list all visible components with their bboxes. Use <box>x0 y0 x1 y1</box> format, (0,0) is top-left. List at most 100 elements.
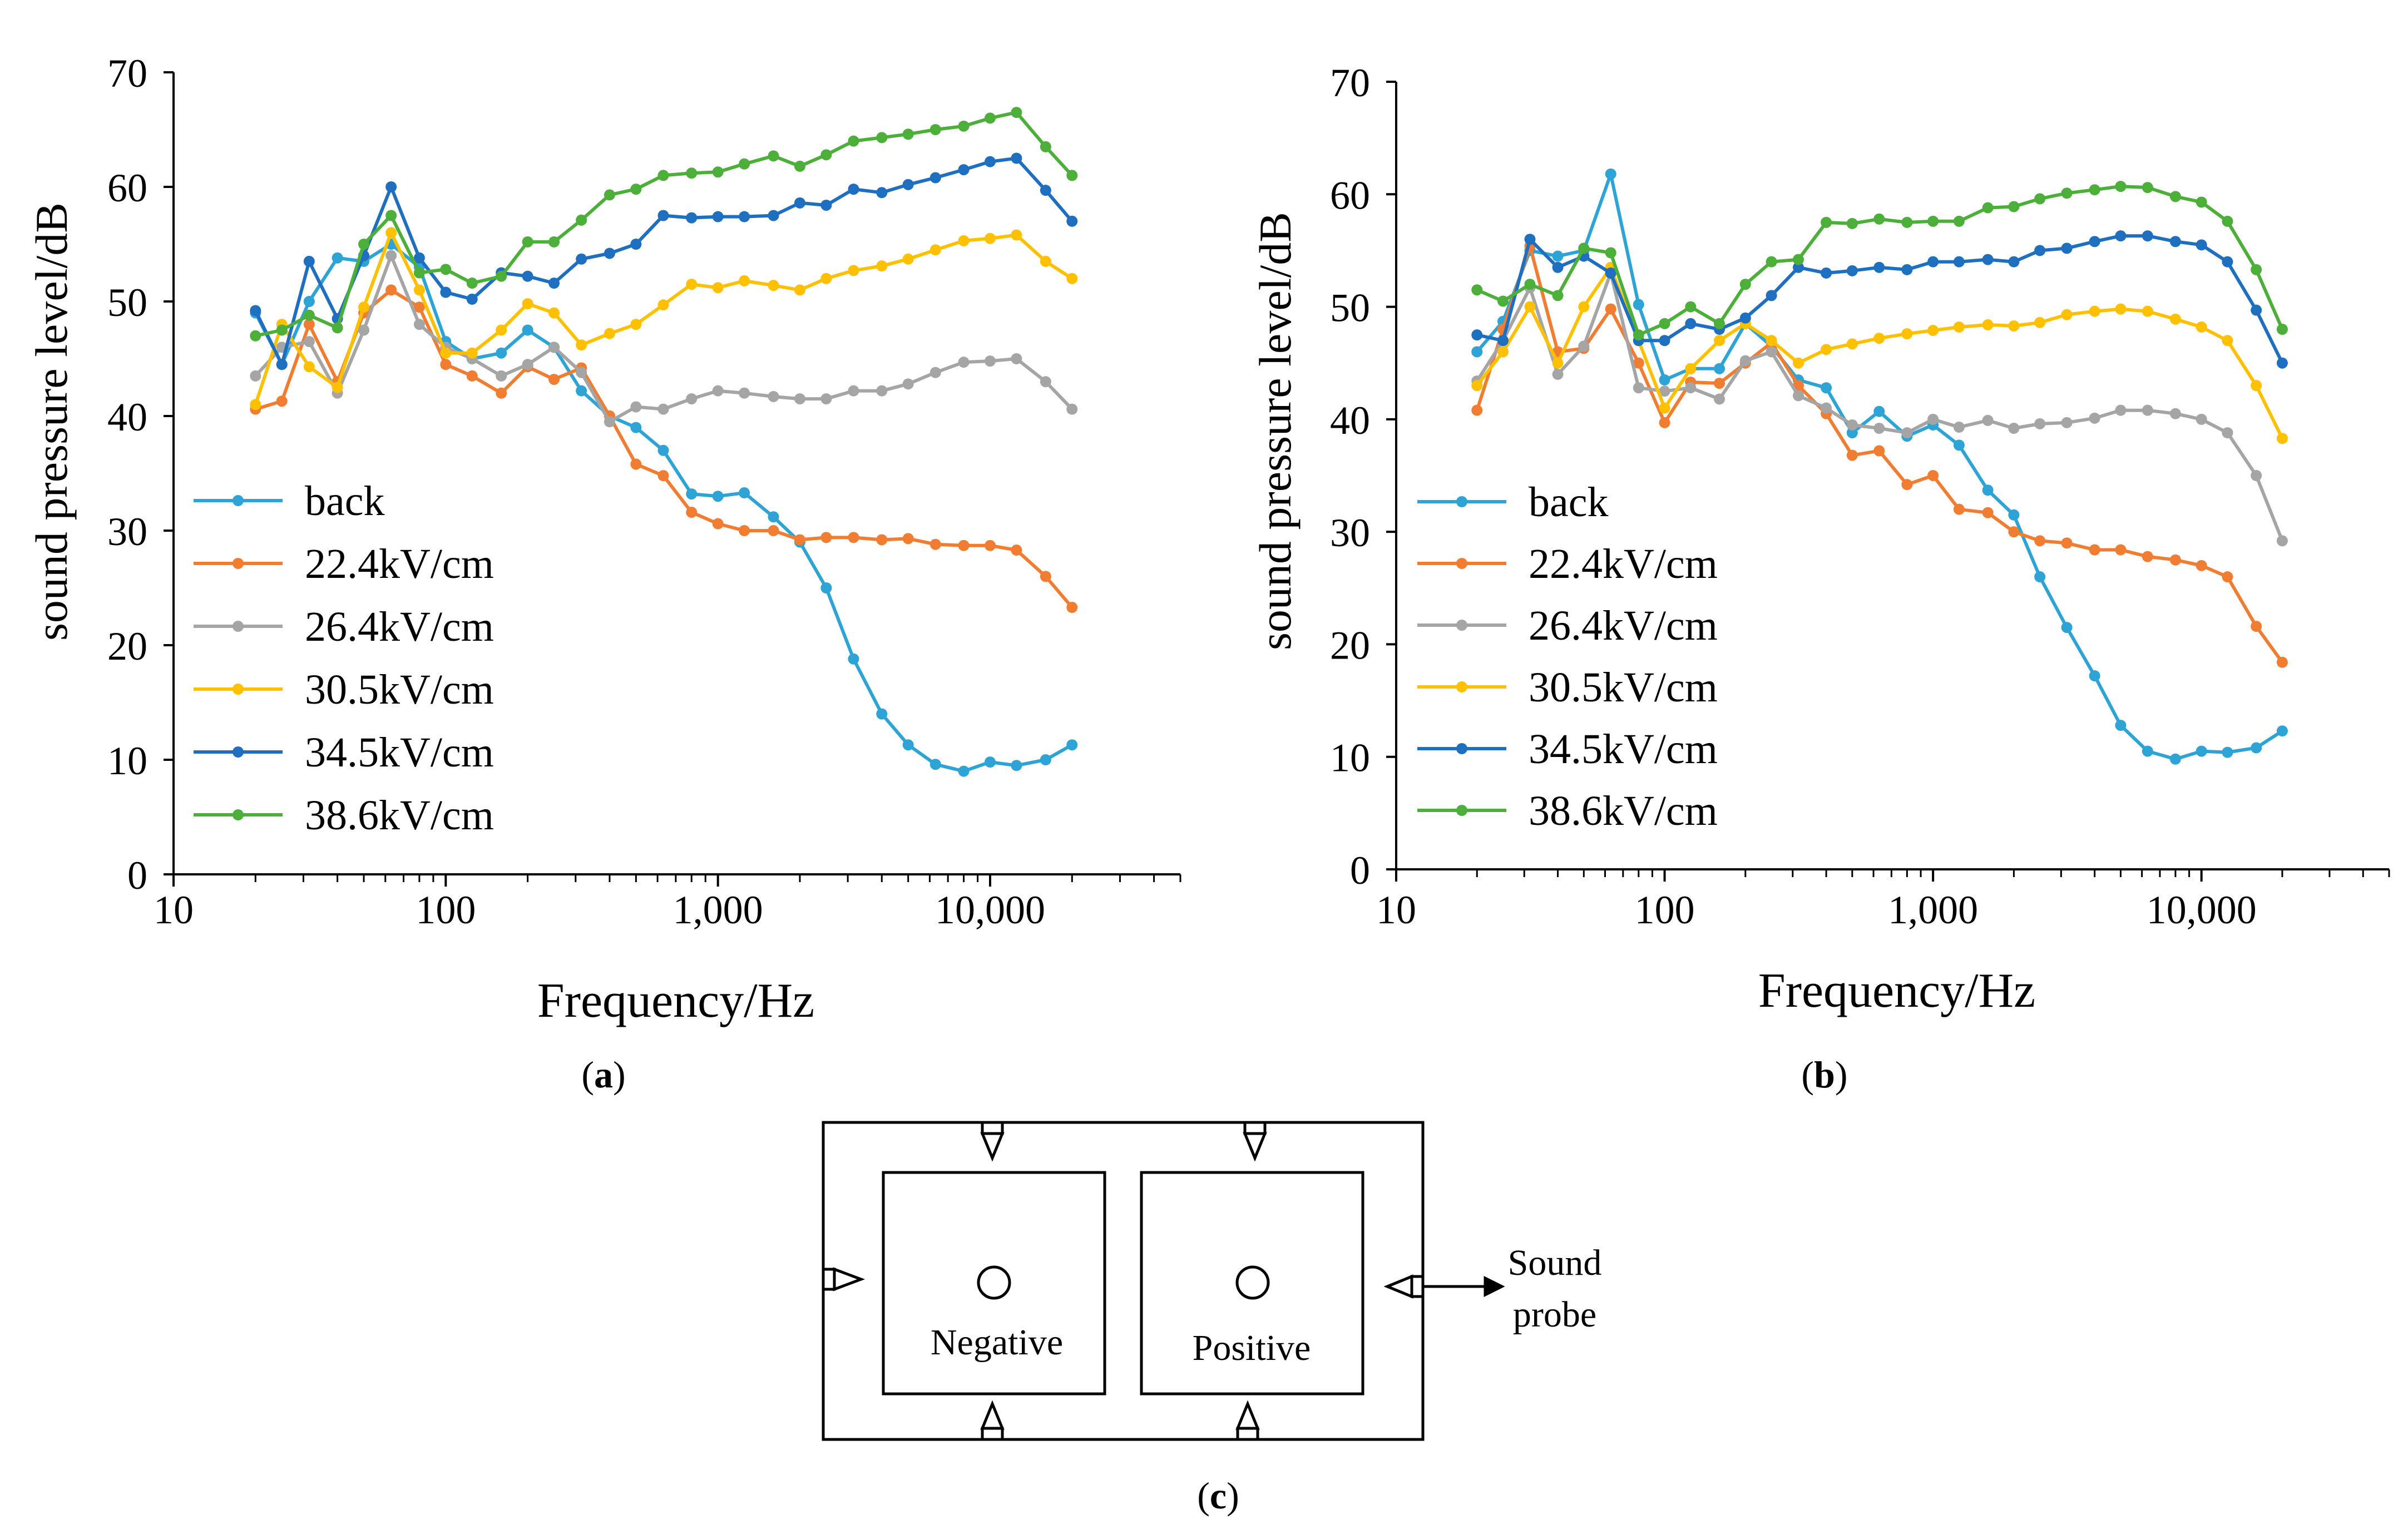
chart-b-ytick-label: 70 <box>1330 61 1370 105</box>
chart-a-series-1-point <box>739 525 750 536</box>
chart-a-ytick-label: 60 <box>107 166 147 210</box>
chart-b-series-1-point <box>2115 544 2127 556</box>
chart-a-series-5-point <box>1066 170 1078 181</box>
chart-b-series-1-point <box>2089 544 2100 556</box>
probe-top-right <box>1243 1121 1267 1162</box>
chart-b-series-4-point <box>2169 236 2181 248</box>
chart-b-series-5-point <box>1605 247 1616 259</box>
chart-a-series-5-point <box>984 112 996 124</box>
chart-b-series-5-point <box>2196 196 2207 208</box>
chart-a-series-0-point <box>1011 760 1022 771</box>
chart-b-series-0-point <box>2142 745 2153 757</box>
chart-b-series-4-point <box>1821 267 1832 279</box>
chart-b-series-3-point <box>1471 380 1483 392</box>
chart-a-series-2-point <box>385 250 397 261</box>
chart-b-ylabel: sound pressure level/dB <box>1250 212 1301 650</box>
chart-b-series-5-point <box>1901 216 1913 228</box>
chart-a-ytick-label: 40 <box>107 395 147 439</box>
chart-a-series-3-point <box>496 324 507 336</box>
chart-a-series-4-point <box>876 187 888 199</box>
chart-a-series-4-point <box>794 197 805 209</box>
chart-b-series-5-point <box>1846 217 1858 229</box>
chart-a-series-4-point <box>712 211 724 222</box>
chart-b-series-0-point <box>2089 670 2100 682</box>
chart-b-series-4-point <box>1685 318 1697 329</box>
chart-a-series-4-point <box>604 248 615 259</box>
chart-a-ytick-label: 20 <box>107 624 147 669</box>
chart-b-series-2-point <box>1873 423 1885 434</box>
chart-b-legend-marker-3 <box>1456 681 1467 692</box>
chart-a-series-4-point <box>522 270 533 282</box>
chart-b-series-3-point <box>2169 313 2181 325</box>
chart-a-series-3-point <box>303 361 315 373</box>
figure-c-caption: (c) <box>1197 1474 1239 1517</box>
chart-b-legend-label-5: 38.6kV/cm <box>1529 788 1718 834</box>
chart-b-series-5-point <box>1659 318 1670 329</box>
chart-a-series-3-point <box>929 244 941 256</box>
chart-a-legend-label-2: 26.4kV/cm <box>305 603 494 650</box>
chart-a-series-5-point <box>440 264 452 275</box>
chart-a-legend-label-4: 34.5kV/cm <box>305 729 494 776</box>
chart-a-series-4-point <box>958 164 970 176</box>
chart-a-series-4-point <box>440 286 452 298</box>
chart-a-series-2-point <box>358 324 370 336</box>
chart-a-series-3-point <box>686 279 698 290</box>
chart-b-series-1-point <box>1927 470 1939 481</box>
chart-a-series-3-point <box>848 265 859 276</box>
chart-b-xtick-label: 1,000 <box>1888 888 1978 932</box>
chart-a-series-3-point <box>440 347 452 359</box>
chart-a-legend-label-0: back <box>305 478 384 524</box>
chart-b-series-0-point <box>1714 363 1725 374</box>
chart-b-legend-label-0: back <box>1529 479 1608 526</box>
chart-b-ytick-label: 0 <box>1350 848 1370 893</box>
chart-a-ylabel: sound pressure level/dB <box>26 202 77 641</box>
chart-b-series-4-point <box>2222 256 2233 268</box>
chart-a-series-5-point <box>385 210 397 221</box>
chart-a-series-5-point <box>496 270 507 282</box>
chart-a-series-4-point <box>630 239 642 250</box>
chart-b-series-0-point <box>1659 374 1670 386</box>
chart-b-legend-label-4: 34.5kV/cm <box>1529 726 1718 773</box>
chart-a-legend-marker-2 <box>233 621 244 632</box>
probe-top-left <box>980 1121 1005 1162</box>
chart-a-series-1-point <box>385 284 397 296</box>
chart-b-series-0-point <box>1605 168 1616 180</box>
chart-b-series-2-point <box>2222 427 2233 439</box>
chart-b-series-4-point <box>1901 264 1913 275</box>
chart-a-series-3-point <box>1066 273 1078 284</box>
chart-a-series-0-point <box>820 582 832 593</box>
chart-a-series-0-point <box>929 759 941 770</box>
chart-b-series-4-point <box>1659 335 1670 347</box>
probe-left <box>822 1267 866 1291</box>
chart-b-series-1-point <box>2008 526 2020 538</box>
chart-b-series-3-point <box>2251 380 2262 392</box>
chart-b-series-0-point <box>2251 742 2262 754</box>
chart-a-legend-label-3: 30.5kV/cm <box>305 666 494 713</box>
chart-b-series-5-point <box>1793 254 1804 265</box>
chart-b-series-5-point <box>1982 202 1994 214</box>
chart-a-series-1-point <box>686 507 698 518</box>
chart-a-series-0-point <box>768 511 779 523</box>
chart-a-series-2-point <box>1040 376 1051 388</box>
chart-a-series-0-point <box>576 385 587 397</box>
chart-b-series-5-point <box>1497 295 1509 307</box>
chart-b-series-3-point <box>1552 357 1564 369</box>
chart-a-series-1-point <box>1040 571 1051 582</box>
chart-b-series-5-point <box>1821 216 1832 228</box>
positive-electrode-circle <box>1235 1265 1270 1300</box>
chart-b-series-4-point <box>1927 256 1939 268</box>
chart-b-series-4-point <box>1793 261 1804 273</box>
chart-a-series-2-point <box>303 336 315 348</box>
chart-b-series-2-point <box>1846 419 1858 430</box>
chart-a-series-3-point <box>984 232 996 244</box>
chart-b-series-5-point <box>2034 193 2046 205</box>
chart-b-series-5-point <box>1578 243 1590 254</box>
chart-a-series-1-point <box>984 540 996 551</box>
chart-a-series-3-point <box>958 235 970 246</box>
chart-b-ytick-label: 20 <box>1330 623 1370 667</box>
chart-b-series-2-point <box>2115 404 2127 416</box>
chart-a-series-2-point <box>686 393 698 405</box>
chart-a-series-2-point <box>794 393 805 405</box>
chart-a-series-5-point <box>413 267 425 279</box>
